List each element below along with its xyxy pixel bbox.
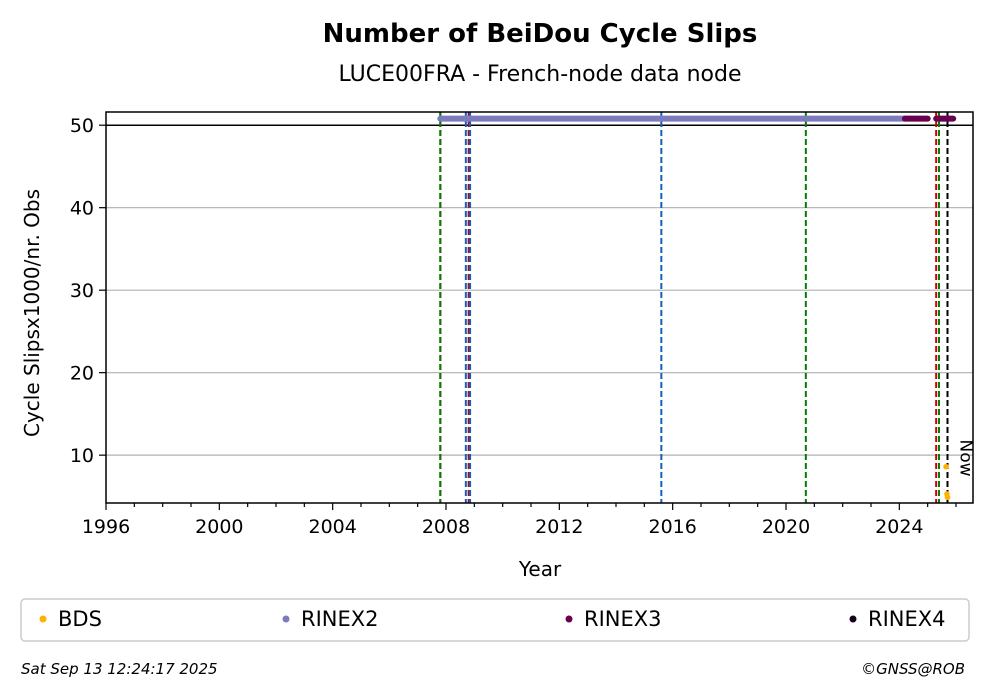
x-tick-label: 2012: [535, 516, 583, 538]
plot-frame: [105, 111, 974, 504]
y-tick-label: 30: [70, 280, 94, 302]
y-tick-label: 50: [70, 115, 94, 137]
legend-label: RINEX2: [301, 607, 379, 631]
chart-title: Number of BeiDou Cycle Slips: [323, 19, 758, 49]
x-axis-ticks: 1996 2000 2004 2008 2012 2016 2020 2024: [82, 503, 957, 538]
legend-label: RINEX4: [868, 607, 946, 631]
y-tick-label: 10: [70, 445, 94, 467]
legend-marker: [565, 615, 573, 623]
x-tick-label: 2020: [762, 516, 810, 538]
y-tick-label: 20: [70, 363, 94, 385]
x-tick-label: 2004: [308, 516, 356, 538]
legend-label: BDS: [58, 607, 102, 631]
legend-marker: [282, 615, 290, 623]
chart-subtitle: LUCE00FRA - French-node data node: [339, 62, 742, 87]
legend-box: [20, 598, 970, 642]
y-axis-label: Cycle Slipsx1000/nr. Obs: [20, 189, 44, 437]
y-tick-label: 40: [70, 198, 94, 220]
data-series: [437, 115, 957, 501]
y-axis-ticks: 10 20 30 40 50: [70, 115, 106, 467]
x-tick-label: 1996: [82, 516, 130, 538]
gridlines: [106, 124, 973, 456]
footer-timestamp: Sat Sep 13 12:24:17 2025: [21, 660, 218, 678]
event-lines: [439, 112, 949, 503]
footer-credit: ©GNSS@ROB: [861, 660, 965, 678]
x-tick-label: 2024: [875, 516, 923, 538]
legend-marker: [849, 615, 857, 623]
data-point: [943, 463, 949, 470]
x-tick-label: 2000: [195, 516, 243, 538]
legend-label: RINEX3: [584, 607, 662, 631]
now-label: Now: [956, 439, 976, 476]
legend-marker: [39, 615, 47, 623]
data-point: [944, 494, 951, 501]
x-axis-label: Year: [518, 557, 562, 581]
x-tick-label: 2008: [422, 516, 470, 538]
x-tick-label: 2016: [648, 516, 696, 538]
legend: BDS RINEX2 RINEX3 RINEX4: [39, 607, 946, 631]
